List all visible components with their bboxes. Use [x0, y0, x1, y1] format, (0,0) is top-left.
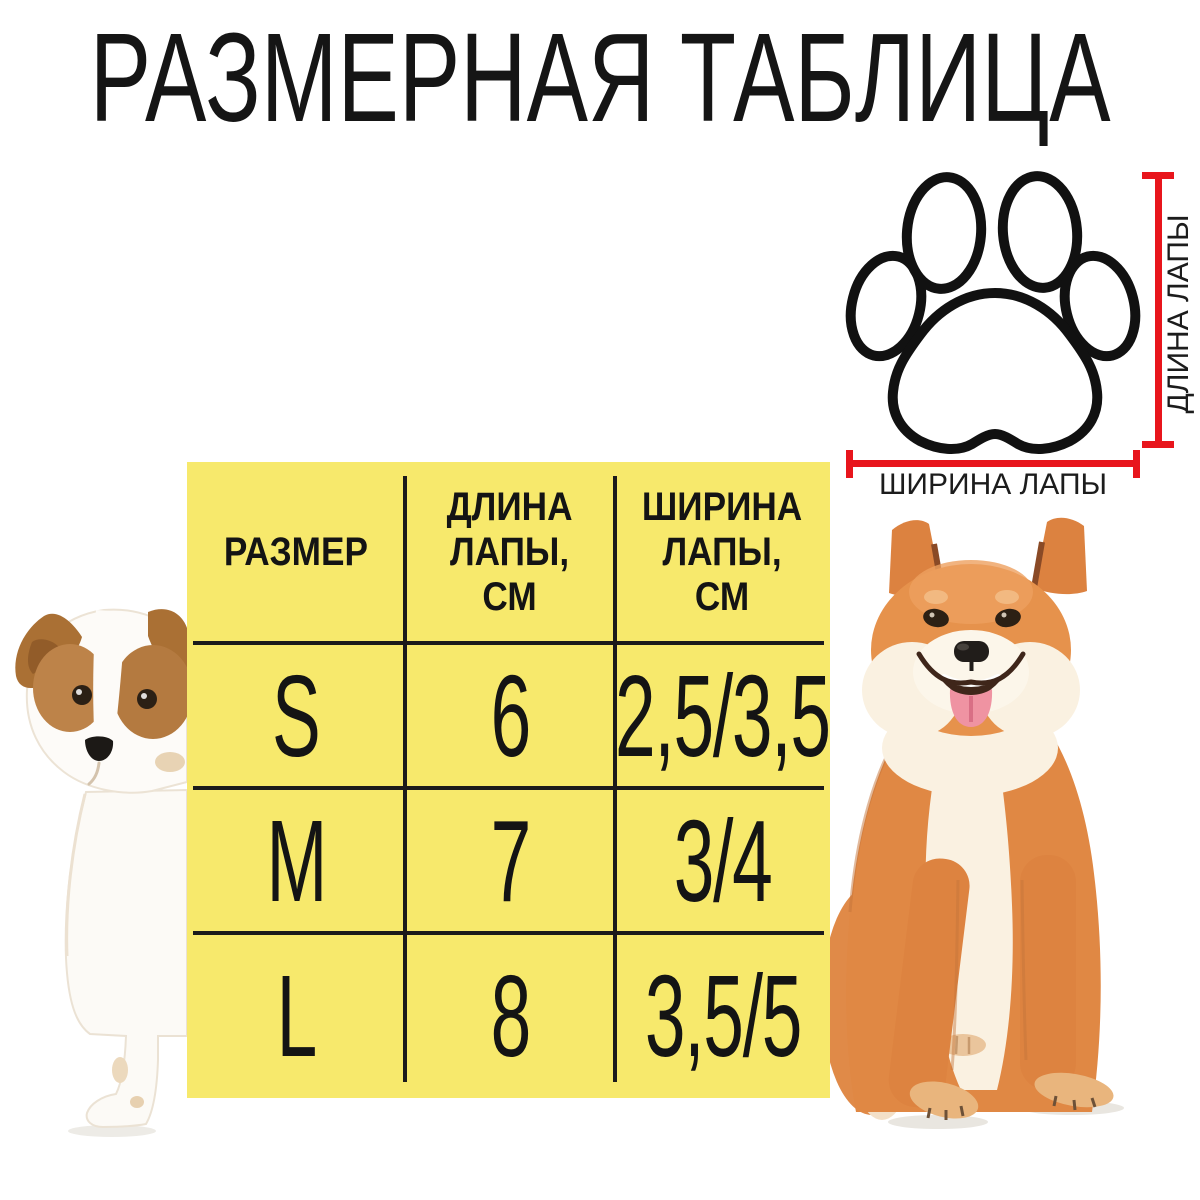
page-title: РАЗМЕРНАЯ ТАБЛИЦА — [0, 0, 1200, 155]
paw-length-measure-cap-top — [1142, 172, 1174, 179]
paw-print-icon — [845, 171, 1141, 454]
table-row-divider-2 — [193, 786, 824, 790]
table-cell-size-s: S — [272, 650, 321, 781]
page-title-text: РАЗМЕРНАЯ ТАБЛИЦА — [89, 6, 1111, 148]
table-cell-width-m: 3/4 — [673, 795, 773, 926]
paw-width-label: ШИРИНА ЛАПЫ — [878, 468, 1108, 501]
table-cell-length-m: 7 — [490, 795, 531, 926]
table-column-divider-1 — [403, 476, 407, 1082]
table-row-divider-3 — [193, 931, 824, 935]
table-cell-length-s: 6 — [490, 650, 531, 781]
paw-width-measure-cap-left — [846, 450, 853, 478]
paw-width-measure-cap-right — [1133, 450, 1140, 478]
table-cell-width-l: 3,5/5 — [644, 950, 801, 1081]
size-table: РАЗМЕР ДЛИНА ЛАПЫ, СМ ШИРИНА ЛАПЫ, СМ S … — [187, 462, 831, 1098]
table-cell-width-s: 2,5/3,5 — [615, 650, 831, 781]
paw-length-measure-cap-bottom — [1142, 441, 1174, 448]
table-column-divider-2 — [613, 476, 617, 1082]
table-cell-size-m: M — [266, 795, 327, 926]
jack-russell-dog-illustration — [15, 608, 193, 1137]
table-header-size: РАЗМЕР — [223, 530, 369, 574]
shiba-inu-dog-illustration — [822, 517, 1124, 1129]
table-cell-size-l: L — [276, 950, 317, 1081]
table-row-divider-1 — [193, 641, 824, 645]
table-header-paw-length: ДЛИНА ЛАПЫ, СМ — [447, 485, 573, 619]
paw-length-measure-bar — [1155, 175, 1162, 448]
paw-length-label: ДЛИНА ЛАПЫ — [1162, 214, 1195, 414]
table-header-paw-width: ШИРИНА ЛАПЫ, СМ — [642, 485, 803, 619]
table-cell-length-l: 8 — [490, 950, 531, 1081]
paw-width-measure-bar — [848, 460, 1138, 467]
